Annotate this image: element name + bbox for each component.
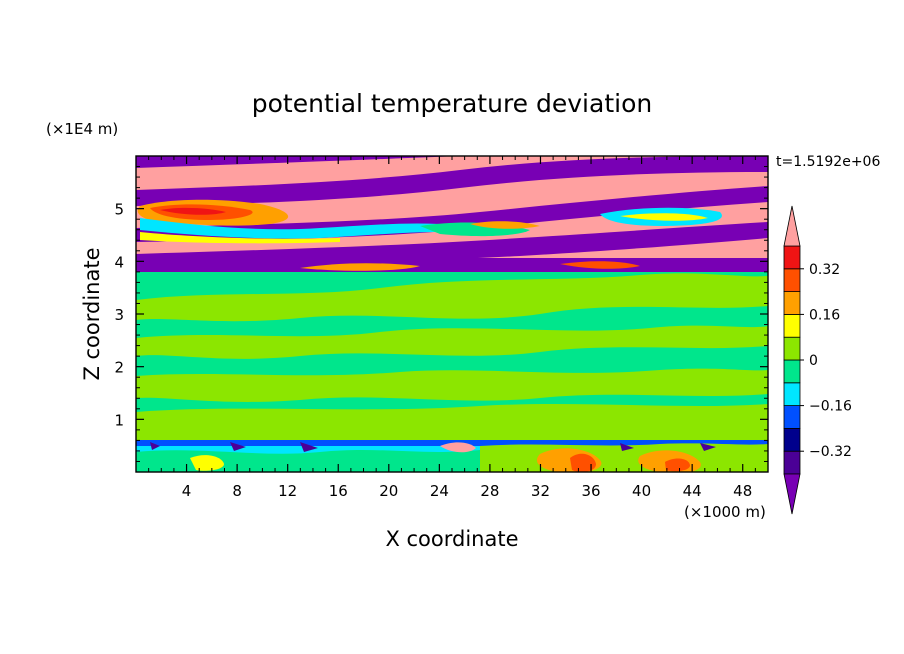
x-tick-label: 4 <box>182 482 192 500</box>
colorbar-bin <box>783 450 801 475</box>
colorbar-bin <box>783 245 801 270</box>
colorbar-bin <box>783 359 801 384</box>
x-tick-label: 40 <box>632 482 651 500</box>
x-tick-label: 12 <box>278 482 297 500</box>
x-tick-label: 16 <box>329 482 348 500</box>
x-axis: 4 8 12 16 20 24 28 32 36 40 44 48 <box>148 156 756 500</box>
x-tick-label: 8 <box>232 482 242 500</box>
y-tick-label: 5 <box>114 201 124 219</box>
colorbar-bin <box>783 268 801 292</box>
x-tick-label: 24 <box>430 482 449 500</box>
colorbar-tick-label: −0.16 <box>809 399 852 415</box>
colorbar-bin <box>783 427 801 452</box>
x-tick-label: 28 <box>480 482 499 500</box>
y-unit-label: (×1E4 m) <box>46 120 118 138</box>
colorbar-extend-max <box>783 205 801 247</box>
colorbar-tick-label: 0.16 <box>809 307 840 323</box>
contour-field <box>136 156 768 472</box>
colorbar: 0.32 0.16 0 −0.16 −0.32 <box>783 205 852 515</box>
x-tick-label: 44 <box>683 482 702 500</box>
x-unit-label: (×1000 m) <box>684 503 766 521</box>
colorbar-bin <box>783 313 801 338</box>
x-tick-label: 32 <box>531 482 550 500</box>
y-tick-label: 3 <box>114 306 124 324</box>
y-tick-label: 4 <box>114 253 124 271</box>
colorbar-extend-min <box>783 473 801 515</box>
colorbar-tick-label: 0 <box>809 353 818 369</box>
colorbar-bin <box>783 382 801 406</box>
x-tick-label: 48 <box>733 482 752 500</box>
y-axis-title: Z coordinate <box>80 247 104 380</box>
y-axis: 1 2 3 4 5 <box>114 166 768 462</box>
colorbar-tick-label: −0.32 <box>809 444 852 460</box>
x-tick-label: 20 <box>379 482 398 500</box>
x-axis-title: X coordinate <box>385 527 518 551</box>
colorbar-tick-label: 0.32 <box>809 262 840 278</box>
x-tick-label: 36 <box>581 482 600 500</box>
colorbar-bin <box>783 405 801 429</box>
y-tick-label: 2 <box>114 359 124 377</box>
plot-title: potential temperature deviation <box>252 89 652 118</box>
colorbar-bin <box>783 336 801 361</box>
time-label: t=1.5192e+06 <box>776 154 880 170</box>
colorbar-bin <box>783 291 801 315</box>
y-tick-label: 1 <box>114 411 124 429</box>
